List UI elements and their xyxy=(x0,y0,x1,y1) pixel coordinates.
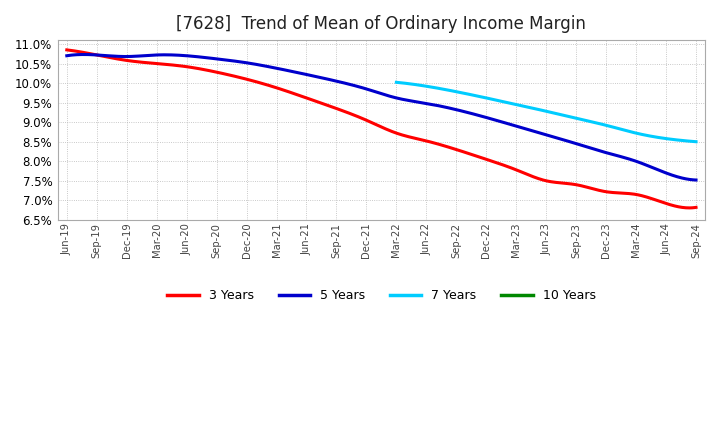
Title: [7628]  Trend of Mean of Ordinary Income Margin: [7628] Trend of Mean of Ordinary Income … xyxy=(176,15,586,33)
Legend: 3 Years, 5 Years, 7 Years, 10 Years: 3 Years, 5 Years, 7 Years, 10 Years xyxy=(162,284,600,307)
